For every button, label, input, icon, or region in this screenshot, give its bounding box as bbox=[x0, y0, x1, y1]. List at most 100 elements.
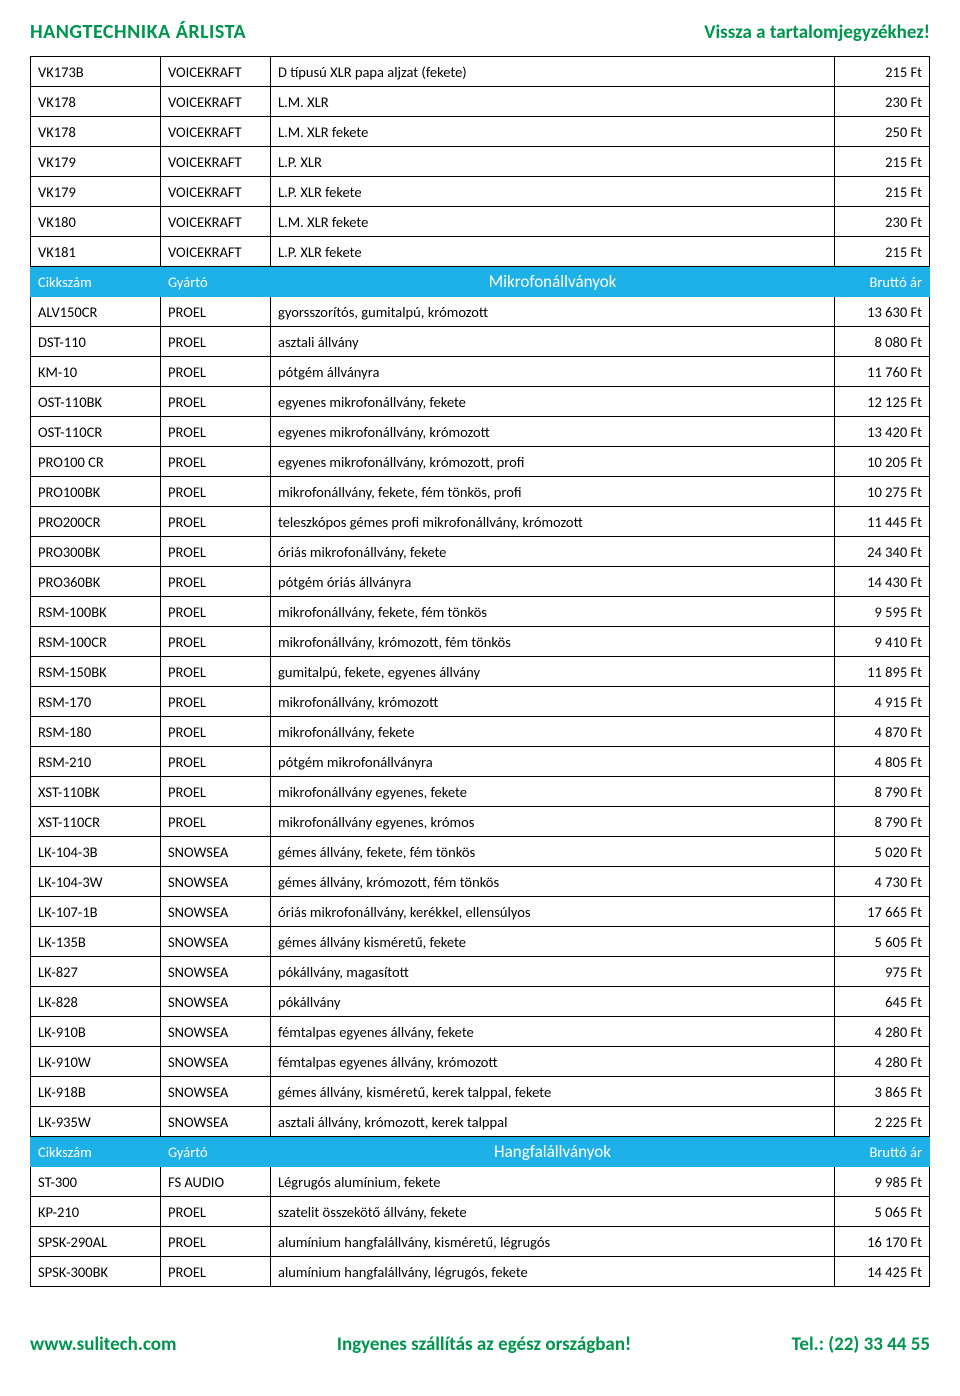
cell-price: 24 340 Ft bbox=[835, 537, 930, 567]
cell-price: 10 205 Ft bbox=[835, 447, 930, 477]
cell-code: PRO200CR bbox=[31, 507, 161, 537]
table-row: OST-110CRPROELegyenes mikrofonállvány, k… bbox=[31, 417, 930, 447]
table-row: SPSK-290ALPROELalumínium hangfalállvány,… bbox=[31, 1227, 930, 1257]
cell-code: LK-107-1B bbox=[31, 897, 161, 927]
cell-mfr: SNOWSEA bbox=[161, 987, 271, 1017]
cell-desc: óriás mikrofonállvány, kerékkel, ellensú… bbox=[271, 897, 835, 927]
section-title: Mikrofonállványok bbox=[271, 267, 835, 297]
cell-mfr: VOICEKRAFT bbox=[161, 177, 271, 207]
cell-code: OST-110CR bbox=[31, 417, 161, 447]
cell-price: 5 065 Ft bbox=[835, 1197, 930, 1227]
cell-code: LK-104-3B bbox=[31, 837, 161, 867]
cell-code: SPSK-300BK bbox=[31, 1257, 161, 1287]
cell-price: 215 Ft bbox=[835, 147, 930, 177]
page-footer: www.sulitech.com Ingyenes szállítás az e… bbox=[30, 1333, 930, 1356]
footer-site[interactable]: www.sulitech.com bbox=[30, 1333, 176, 1356]
cell-desc: mikrofonállvány, fekete, fém tönkös, pro… bbox=[271, 477, 835, 507]
cell-mfr: PROEL bbox=[161, 1257, 271, 1287]
table-row: RSM-210PROELpótgém mikrofonállványra4 80… bbox=[31, 747, 930, 777]
table-row: LK-135BSNOWSEAgémes állvány kisméretű, f… bbox=[31, 927, 930, 957]
cell-desc: teleszkópos gémes profi mikrofonállvány,… bbox=[271, 507, 835, 537]
cell-code: KM-10 bbox=[31, 357, 161, 387]
cell-mfr: PROEL bbox=[161, 327, 271, 357]
cell-mfr: PROEL bbox=[161, 747, 271, 777]
cell-mfr: VOICEKRAFT bbox=[161, 147, 271, 177]
table-row: VK178VOICEKRAFTL.M. XLR fekete250 Ft bbox=[31, 117, 930, 147]
cell-mfr: PROEL bbox=[161, 387, 271, 417]
cell-code: ALV150CR bbox=[31, 297, 161, 327]
cell-desc: mikrofonállvány, krómozott bbox=[271, 687, 835, 717]
cell-code: DST-110 bbox=[31, 327, 161, 357]
cell-price: 5 605 Ft bbox=[835, 927, 930, 957]
cell-price: 11 760 Ft bbox=[835, 357, 930, 387]
cell-mfr: PROEL bbox=[161, 447, 271, 477]
cell-mfr: PROEL bbox=[161, 807, 271, 837]
cell-mfr: PROEL bbox=[161, 1227, 271, 1257]
cell-price: 3 865 Ft bbox=[835, 1077, 930, 1107]
cell-price: 975 Ft bbox=[835, 957, 930, 987]
cell-price: 645 Ft bbox=[835, 987, 930, 1017]
cell-desc: L.M. XLR fekete bbox=[271, 117, 835, 147]
table-row: ST-300FS AUDIOLégrugós alumínium, fekete… bbox=[31, 1167, 930, 1197]
cell-desc: pótgém óriás állványra bbox=[271, 567, 835, 597]
cell-price: 9 595 Ft bbox=[835, 597, 930, 627]
cell-code: VK180 bbox=[31, 207, 161, 237]
table-row: PRO100 CRPROELegyenes mikrofonállvány, k… bbox=[31, 447, 930, 477]
cell-price: 9 985 Ft bbox=[835, 1167, 930, 1197]
cell-code: RSM-150BK bbox=[31, 657, 161, 687]
table-row: RSM-150BKPROELgumitalpú, fekete, egyenes… bbox=[31, 657, 930, 687]
cell-price: 10 275 Ft bbox=[835, 477, 930, 507]
cell-desc: pótgém mikrofonállványra bbox=[271, 747, 835, 777]
table-row: VK179VOICEKRAFTL.P. XLR fekete215 Ft bbox=[31, 177, 930, 207]
table-row: LK-910WSNOWSEAfémtalpas egyenes állvány,… bbox=[31, 1047, 930, 1077]
cell-code: PRO300BK bbox=[31, 537, 161, 567]
cell-desc: L.P. XLR fekete bbox=[271, 237, 835, 267]
cell-desc: L.P. XLR bbox=[271, 147, 835, 177]
cell-desc: gémes állvány, krómozott, fém tönkös bbox=[271, 867, 835, 897]
cell-code: VK173B bbox=[31, 57, 161, 87]
cell-code: LK-135B bbox=[31, 927, 161, 957]
cell-price: 4 280 Ft bbox=[835, 1047, 930, 1077]
cell-code: XST-110CR bbox=[31, 807, 161, 837]
cell-mfr: VOICEKRAFT bbox=[161, 207, 271, 237]
cell-code: RSM-100CR bbox=[31, 627, 161, 657]
cell-mfr: SNOWSEA bbox=[161, 867, 271, 897]
cell-desc: fémtalpas egyenes állvány, krómozott bbox=[271, 1047, 835, 1077]
cell-mfr: PROEL bbox=[161, 507, 271, 537]
cell-price: 230 Ft bbox=[835, 207, 930, 237]
table-row: XST-110CRPROELmikrofonállvány egyenes, k… bbox=[31, 807, 930, 837]
section-header-row: CikkszámGyártóMikrofonállványokBruttó ár bbox=[31, 267, 930, 297]
cell-desc: D típusú XLR papa aljzat (fekete) bbox=[271, 57, 835, 87]
table-row: VK180VOICEKRAFTL.M. XLR fekete230 Ft bbox=[31, 207, 930, 237]
cell-desc: gémes állvány, fekete, fém tönkös bbox=[271, 837, 835, 867]
cell-price: 2 225 Ft bbox=[835, 1107, 930, 1137]
footer-shipping: Ingyenes szállítás az egész országban! bbox=[337, 1333, 631, 1356]
table-row: RSM-170PROELmikrofonállvány, krómozott4 … bbox=[31, 687, 930, 717]
cell-price: 4 280 Ft bbox=[835, 1017, 930, 1047]
cell-desc: mikrofonállvány egyenes, fekete bbox=[271, 777, 835, 807]
cell-price: 215 Ft bbox=[835, 177, 930, 207]
cell-mfr: PROEL bbox=[161, 597, 271, 627]
cell-code: ST-300 bbox=[31, 1167, 161, 1197]
cell-desc: L.P. XLR fekete bbox=[271, 177, 835, 207]
back-to-toc-link[interactable]: Vissza a tartalomjegyzékhez! bbox=[704, 21, 930, 44]
cell-mfr: SNOWSEA bbox=[161, 837, 271, 867]
cell-mfr: SNOWSEA bbox=[161, 1047, 271, 1077]
cell-price: 17 665 Ft bbox=[835, 897, 930, 927]
cell-code: LK-910B bbox=[31, 1017, 161, 1047]
cell-mfr: PROEL bbox=[161, 777, 271, 807]
cell-mfr: PROEL bbox=[161, 687, 271, 717]
cell-desc: óriás mikrofonállvány, fekete bbox=[271, 537, 835, 567]
page-header: HANGTECHNIKA ÁRLISTA Vissza a tartalomje… bbox=[30, 20, 930, 44]
cell-price: 14 430 Ft bbox=[835, 567, 930, 597]
cell-mfr: PROEL bbox=[161, 297, 271, 327]
cell-desc: L.M. XLR bbox=[271, 87, 835, 117]
section-col-price: Bruttó ár bbox=[835, 1137, 930, 1167]
cell-code: VK179 bbox=[31, 177, 161, 207]
cell-price: 9 410 Ft bbox=[835, 627, 930, 657]
cell-code: PRO100BK bbox=[31, 477, 161, 507]
cell-price: 13 420 Ft bbox=[835, 417, 930, 447]
cell-price: 230 Ft bbox=[835, 87, 930, 117]
cell-price: 215 Ft bbox=[835, 57, 930, 87]
cell-price: 8 790 Ft bbox=[835, 777, 930, 807]
